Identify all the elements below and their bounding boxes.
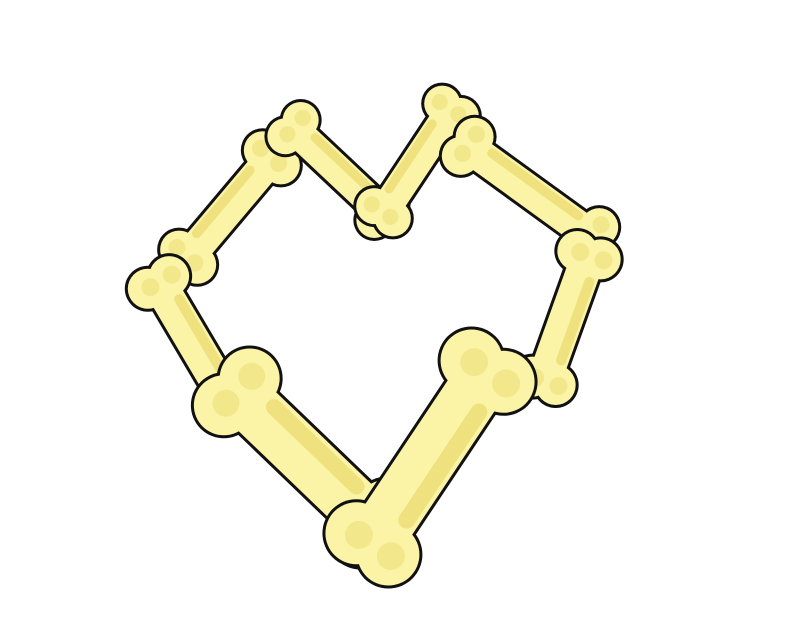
bone-bottom-right-large bbox=[322, 326, 538, 589]
bone-top-right-inner bbox=[353, 82, 482, 240]
